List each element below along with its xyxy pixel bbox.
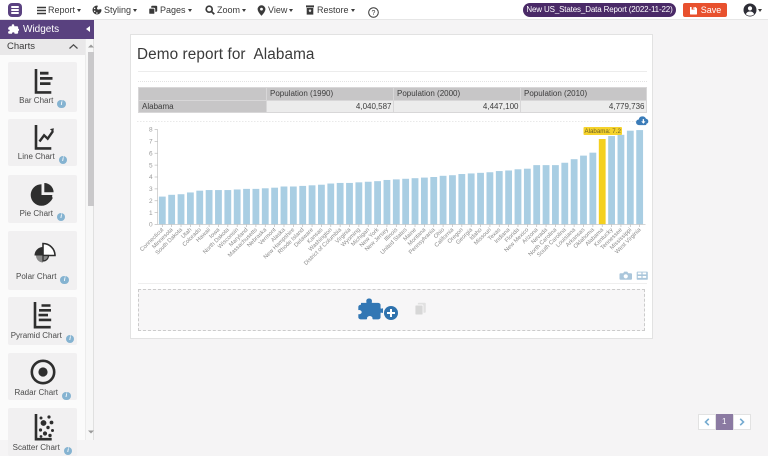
svg-text:3: 3 (149, 186, 153, 193)
svg-text:0: 0 (149, 222, 153, 229)
svg-text:4: 4 (149, 174, 153, 181)
svg-text:8: 8 (149, 127, 153, 134)
svg-text:6: 6 (149, 150, 153, 157)
svg-text:5: 5 (149, 162, 153, 169)
svg-text:?: ? (372, 10, 376, 17)
svg-text:7: 7 (149, 139, 153, 146)
svg-text:1: 1 (149, 210, 153, 217)
svg-text:Alabama: 7.2: Alabama: 7.2 (584, 128, 621, 135)
svg-text:2: 2 (149, 198, 153, 205)
